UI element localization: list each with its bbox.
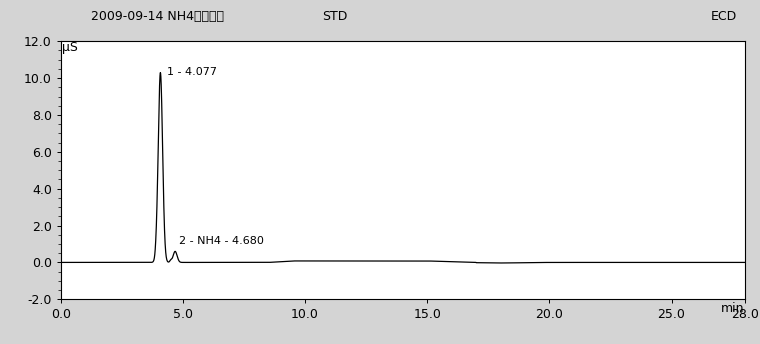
Text: min: min (721, 302, 745, 315)
Text: 1 - 4.077: 1 - 4.077 (166, 67, 217, 77)
Text: STD: STD (321, 10, 347, 23)
Text: 2 - NH4 - 4.680: 2 - NH4 - 4.680 (179, 236, 264, 246)
Text: ECD: ECD (711, 10, 737, 23)
Text: μS: μS (62, 41, 78, 54)
Text: 2009-09-14 NH4样品数据: 2009-09-14 NH4样品数据 (91, 10, 224, 23)
